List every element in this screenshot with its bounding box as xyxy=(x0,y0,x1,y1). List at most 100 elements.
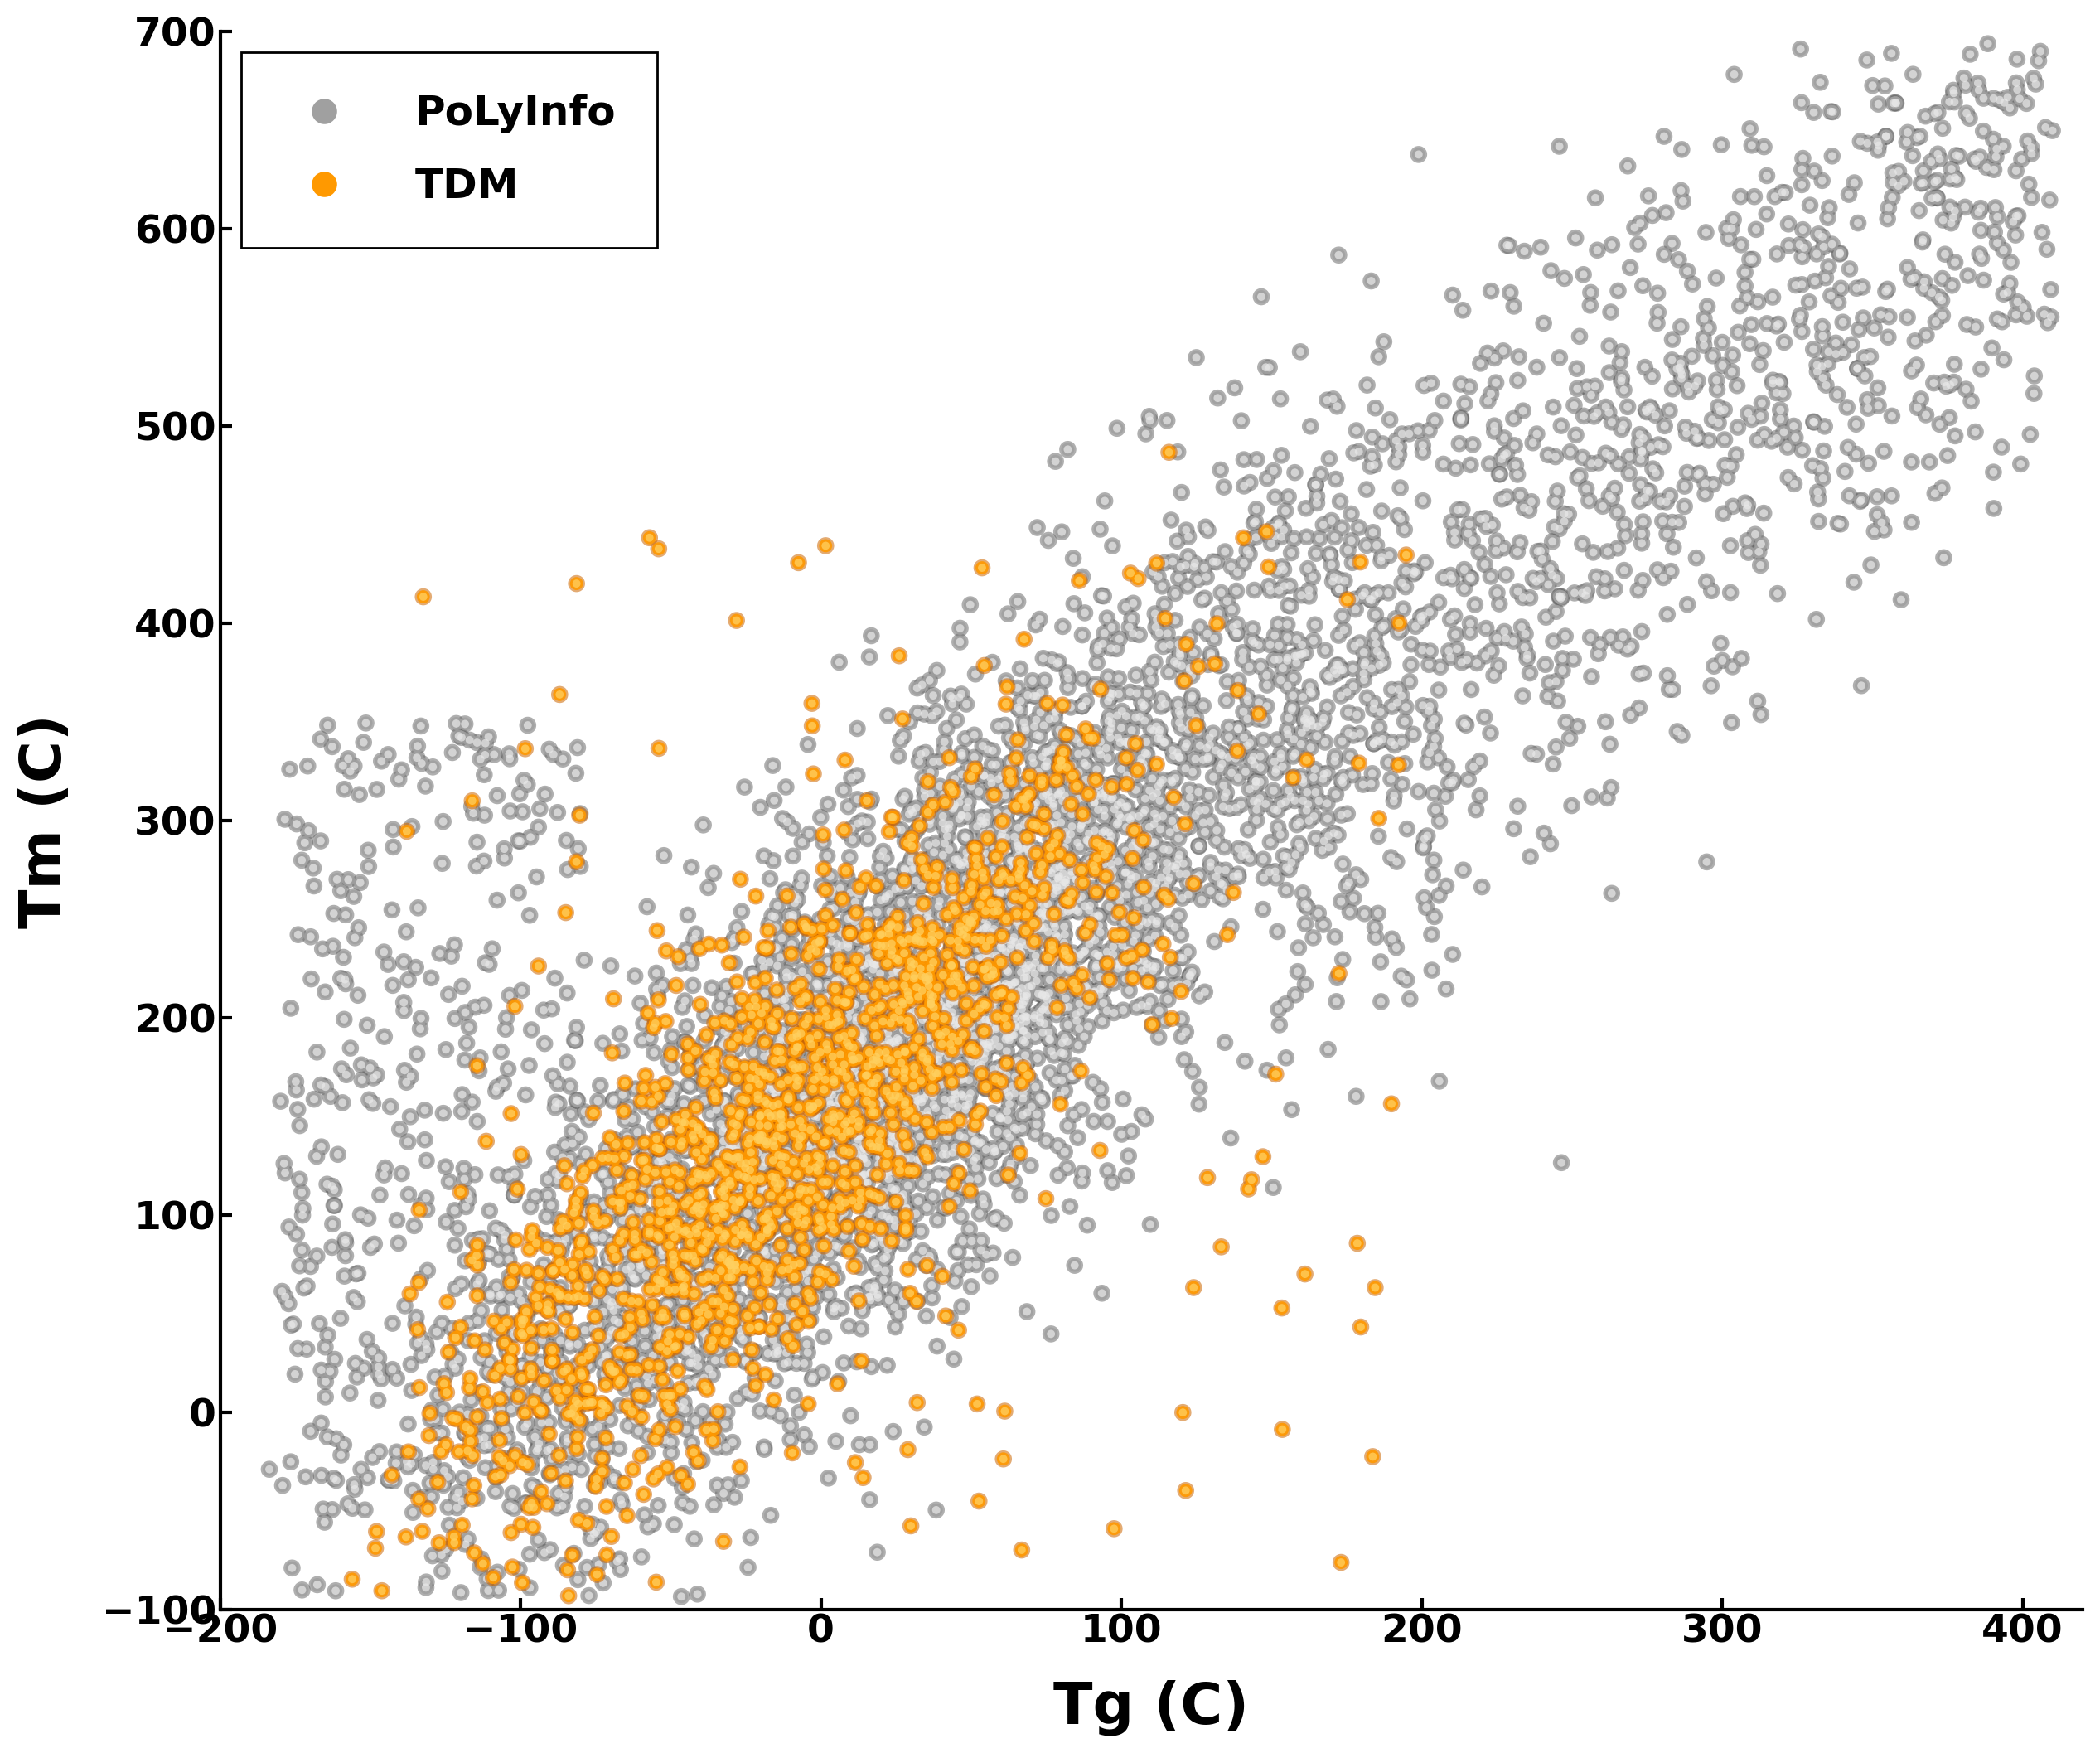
Point xyxy=(464,1402,498,1430)
Point xyxy=(401,1329,435,1357)
Point xyxy=(874,1082,907,1110)
Point xyxy=(1926,473,1959,501)
Point xyxy=(941,962,974,990)
Point xyxy=(682,1160,716,1189)
Point xyxy=(338,1350,372,1378)
Point xyxy=(964,929,997,957)
Point xyxy=(1027,873,1060,901)
Point xyxy=(903,812,937,840)
Point xyxy=(1289,699,1323,727)
Point xyxy=(1623,659,1657,687)
Point xyxy=(748,1073,781,1101)
Point xyxy=(991,971,1025,999)
Point xyxy=(855,996,888,1024)
Point xyxy=(890,1171,924,1199)
Point xyxy=(935,864,968,892)
Point xyxy=(989,1048,1023,1076)
Point xyxy=(680,1273,714,1301)
Point xyxy=(1943,142,1976,170)
Point xyxy=(666,1488,699,1516)
Point xyxy=(853,1213,886,1241)
Point xyxy=(790,1092,823,1120)
Point xyxy=(496,1480,529,1508)
Point xyxy=(571,1581,605,1609)
Point xyxy=(977,862,1010,891)
Point xyxy=(794,1043,827,1071)
Point xyxy=(1357,689,1390,717)
Point xyxy=(1029,899,1063,927)
Point xyxy=(1869,123,1903,151)
Point xyxy=(811,1010,844,1038)
Point xyxy=(1777,470,1810,498)
Point xyxy=(620,1355,653,1383)
Point xyxy=(853,1113,886,1141)
Point xyxy=(403,1015,437,1043)
Point xyxy=(888,1217,922,1245)
Point xyxy=(935,1068,968,1096)
Point xyxy=(1069,971,1102,999)
Point xyxy=(708,1409,741,1437)
Point xyxy=(662,1336,695,1364)
Point xyxy=(808,1003,842,1031)
Point xyxy=(451,1185,485,1213)
Point xyxy=(1155,852,1189,880)
Point xyxy=(916,1283,949,1311)
Point xyxy=(1193,848,1226,876)
Point xyxy=(1018,682,1052,710)
Point xyxy=(899,866,932,894)
Point xyxy=(449,1420,483,1448)
Point xyxy=(1027,645,1060,673)
Point xyxy=(1002,978,1035,1006)
Point xyxy=(1050,435,1084,463)
Point xyxy=(586,1297,620,1325)
Point xyxy=(1764,396,1798,424)
Point xyxy=(748,1127,781,1155)
Point xyxy=(937,1169,970,1197)
Point xyxy=(1581,237,1615,265)
Point xyxy=(802,1136,836,1164)
Point xyxy=(779,1350,813,1378)
Point xyxy=(1359,582,1392,610)
Point xyxy=(338,924,372,952)
Point xyxy=(905,999,939,1027)
Point xyxy=(861,1283,895,1311)
Point xyxy=(1155,736,1189,764)
Point xyxy=(962,1166,995,1194)
Point xyxy=(844,1185,878,1213)
Point xyxy=(670,1196,704,1224)
Point xyxy=(1380,447,1413,475)
Point xyxy=(886,1115,920,1143)
Point xyxy=(582,1413,615,1441)
Point xyxy=(1716,708,1749,736)
Point xyxy=(1056,545,1090,573)
Point xyxy=(1382,440,1415,468)
Point xyxy=(1088,796,1121,824)
Point xyxy=(922,910,956,938)
Point xyxy=(853,1273,886,1301)
Point xyxy=(1008,871,1042,899)
Point xyxy=(1054,880,1088,908)
Point xyxy=(895,948,928,976)
Point xyxy=(1226,472,1260,500)
Point xyxy=(760,1110,794,1138)
Point xyxy=(899,1071,932,1099)
Point xyxy=(1065,884,1098,912)
Point xyxy=(1785,242,1819,270)
Point xyxy=(808,1103,842,1131)
Point xyxy=(964,891,997,919)
Point xyxy=(935,773,968,801)
Point xyxy=(1457,591,1491,619)
Point xyxy=(1163,841,1197,869)
Point xyxy=(1050,435,1084,463)
Point xyxy=(861,1150,895,1178)
Point xyxy=(1648,198,1682,226)
Point xyxy=(1680,543,1714,571)
Point xyxy=(785,1196,819,1224)
Point xyxy=(676,971,710,999)
Point xyxy=(1917,368,1951,396)
Point xyxy=(943,1050,977,1078)
Point xyxy=(598,1318,632,1346)
Point xyxy=(790,933,823,961)
Point xyxy=(592,1246,626,1274)
Point xyxy=(1128,1104,1161,1132)
